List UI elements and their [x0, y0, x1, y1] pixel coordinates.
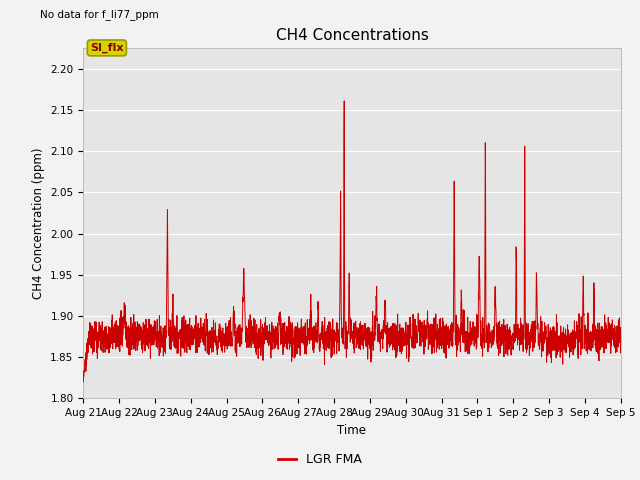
X-axis label: Time: Time	[337, 424, 367, 437]
Text: No data for f_li77_ppm: No data for f_li77_ppm	[40, 9, 159, 20]
Legend: LGR FMA: LGR FMA	[273, 448, 367, 471]
Y-axis label: CH4 Concentration (ppm): CH4 Concentration (ppm)	[31, 147, 45, 299]
Title: CH4 Concentrations: CH4 Concentrations	[276, 28, 428, 43]
Text: SI_flx: SI_flx	[90, 43, 124, 53]
